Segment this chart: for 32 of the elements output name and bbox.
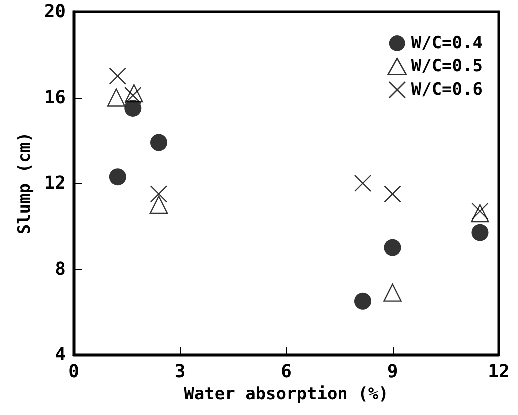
point — [125, 84, 144, 103]
y-tick-label: 12 — [44, 173, 66, 194]
y-axis-title: Slump (cm) — [14, 132, 35, 235]
y-tick-label: 20 — [44, 2, 66, 22]
y-tick-label: 16 — [44, 87, 66, 108]
point — [109, 168, 126, 186]
x-tick-label: 12 — [488, 362, 510, 382]
x-tick-label: 3 — [174, 362, 186, 382]
x-tick-label: 9 — [387, 362, 398, 382]
legend-label: W/C=0.6 — [411, 80, 484, 100]
point — [150, 196, 168, 214]
point — [384, 239, 402, 256]
y-tick-label: 8 — [55, 258, 66, 280]
legend-label: W/C=0.5 — [411, 56, 484, 77]
point — [472, 224, 489, 242]
point — [124, 87, 142, 104]
point — [150, 134, 168, 152]
point — [124, 100, 142, 117]
y-tick-label: 4 — [55, 344, 66, 366]
point — [107, 88, 126, 107]
point — [472, 202, 489, 220]
x-tick-label: 0 — [68, 362, 80, 382]
point — [384, 186, 402, 203]
x-axis-title: Water absorption (%) — [184, 384, 389, 404]
point — [354, 292, 372, 310]
point — [354, 174, 372, 192]
point — [384, 284, 402, 302]
legend-label: W/C=0.4 — [411, 34, 484, 54]
point — [150, 186, 168, 203]
point — [109, 68, 127, 85]
point — [471, 204, 490, 223]
x-tick-label: 6 — [281, 362, 292, 382]
